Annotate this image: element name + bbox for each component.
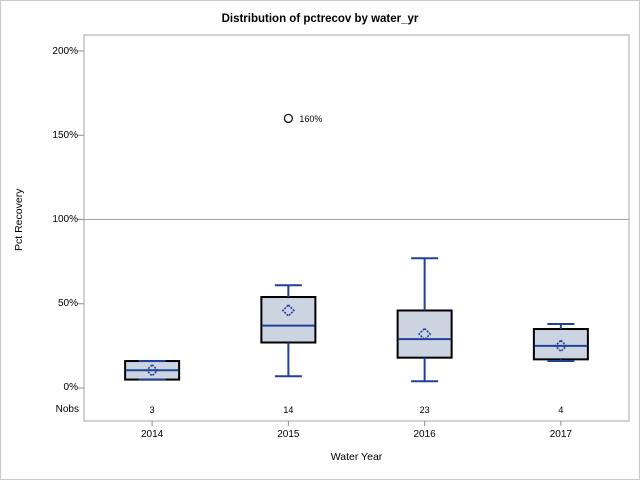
outlier-marker-2015 [283, 113, 294, 124]
box-2015 [260, 296, 317, 344]
nobs-value-2015: 14 [283, 405, 294, 415]
box-2017 [532, 328, 589, 361]
nobs-value-2016: 23 [419, 405, 430, 415]
x-axis-title: Water Year [330, 451, 383, 463]
y-tick-label-200: 200% [52, 46, 78, 57]
outlier-label-2015: 160% [299, 114, 322, 124]
plot-frame [83, 34, 630, 422]
box-2016 [396, 309, 453, 359]
mean-diamond-2017 [554, 339, 568, 353]
x-tick-label-2015: 2015 [277, 429, 300, 440]
y-tick-label-50: 50% [57, 298, 78, 309]
x-tick-label-2014: 2014 [141, 429, 164, 440]
nobs-value-2014: 3 [149, 405, 155, 415]
x-axis-tick-labels: 2014 2015 2016 2017 [84, 429, 629, 440]
mean-diamond-2015 [281, 303, 296, 318]
y-tick-label-150: 150% [52, 130, 78, 141]
x-tick-label-2016: 2016 [413, 429, 436, 440]
y-tick-label-0: 0% [63, 382, 78, 393]
mean-diamond-2016 [417, 327, 432, 341]
y-tick-label-100: 100% [52, 214, 78, 225]
nobs-row: 3 14 23 4 [84, 405, 629, 415]
mean-diamond-2014 [145, 363, 159, 377]
nobs-row-label: Nobs [55, 404, 79, 415]
chart-title: Distribution of pctrecov by water_yr [221, 13, 419, 25]
nobs-value-2017: 4 [558, 405, 564, 415]
x-tick-label-2017: 2017 [549, 429, 572, 440]
